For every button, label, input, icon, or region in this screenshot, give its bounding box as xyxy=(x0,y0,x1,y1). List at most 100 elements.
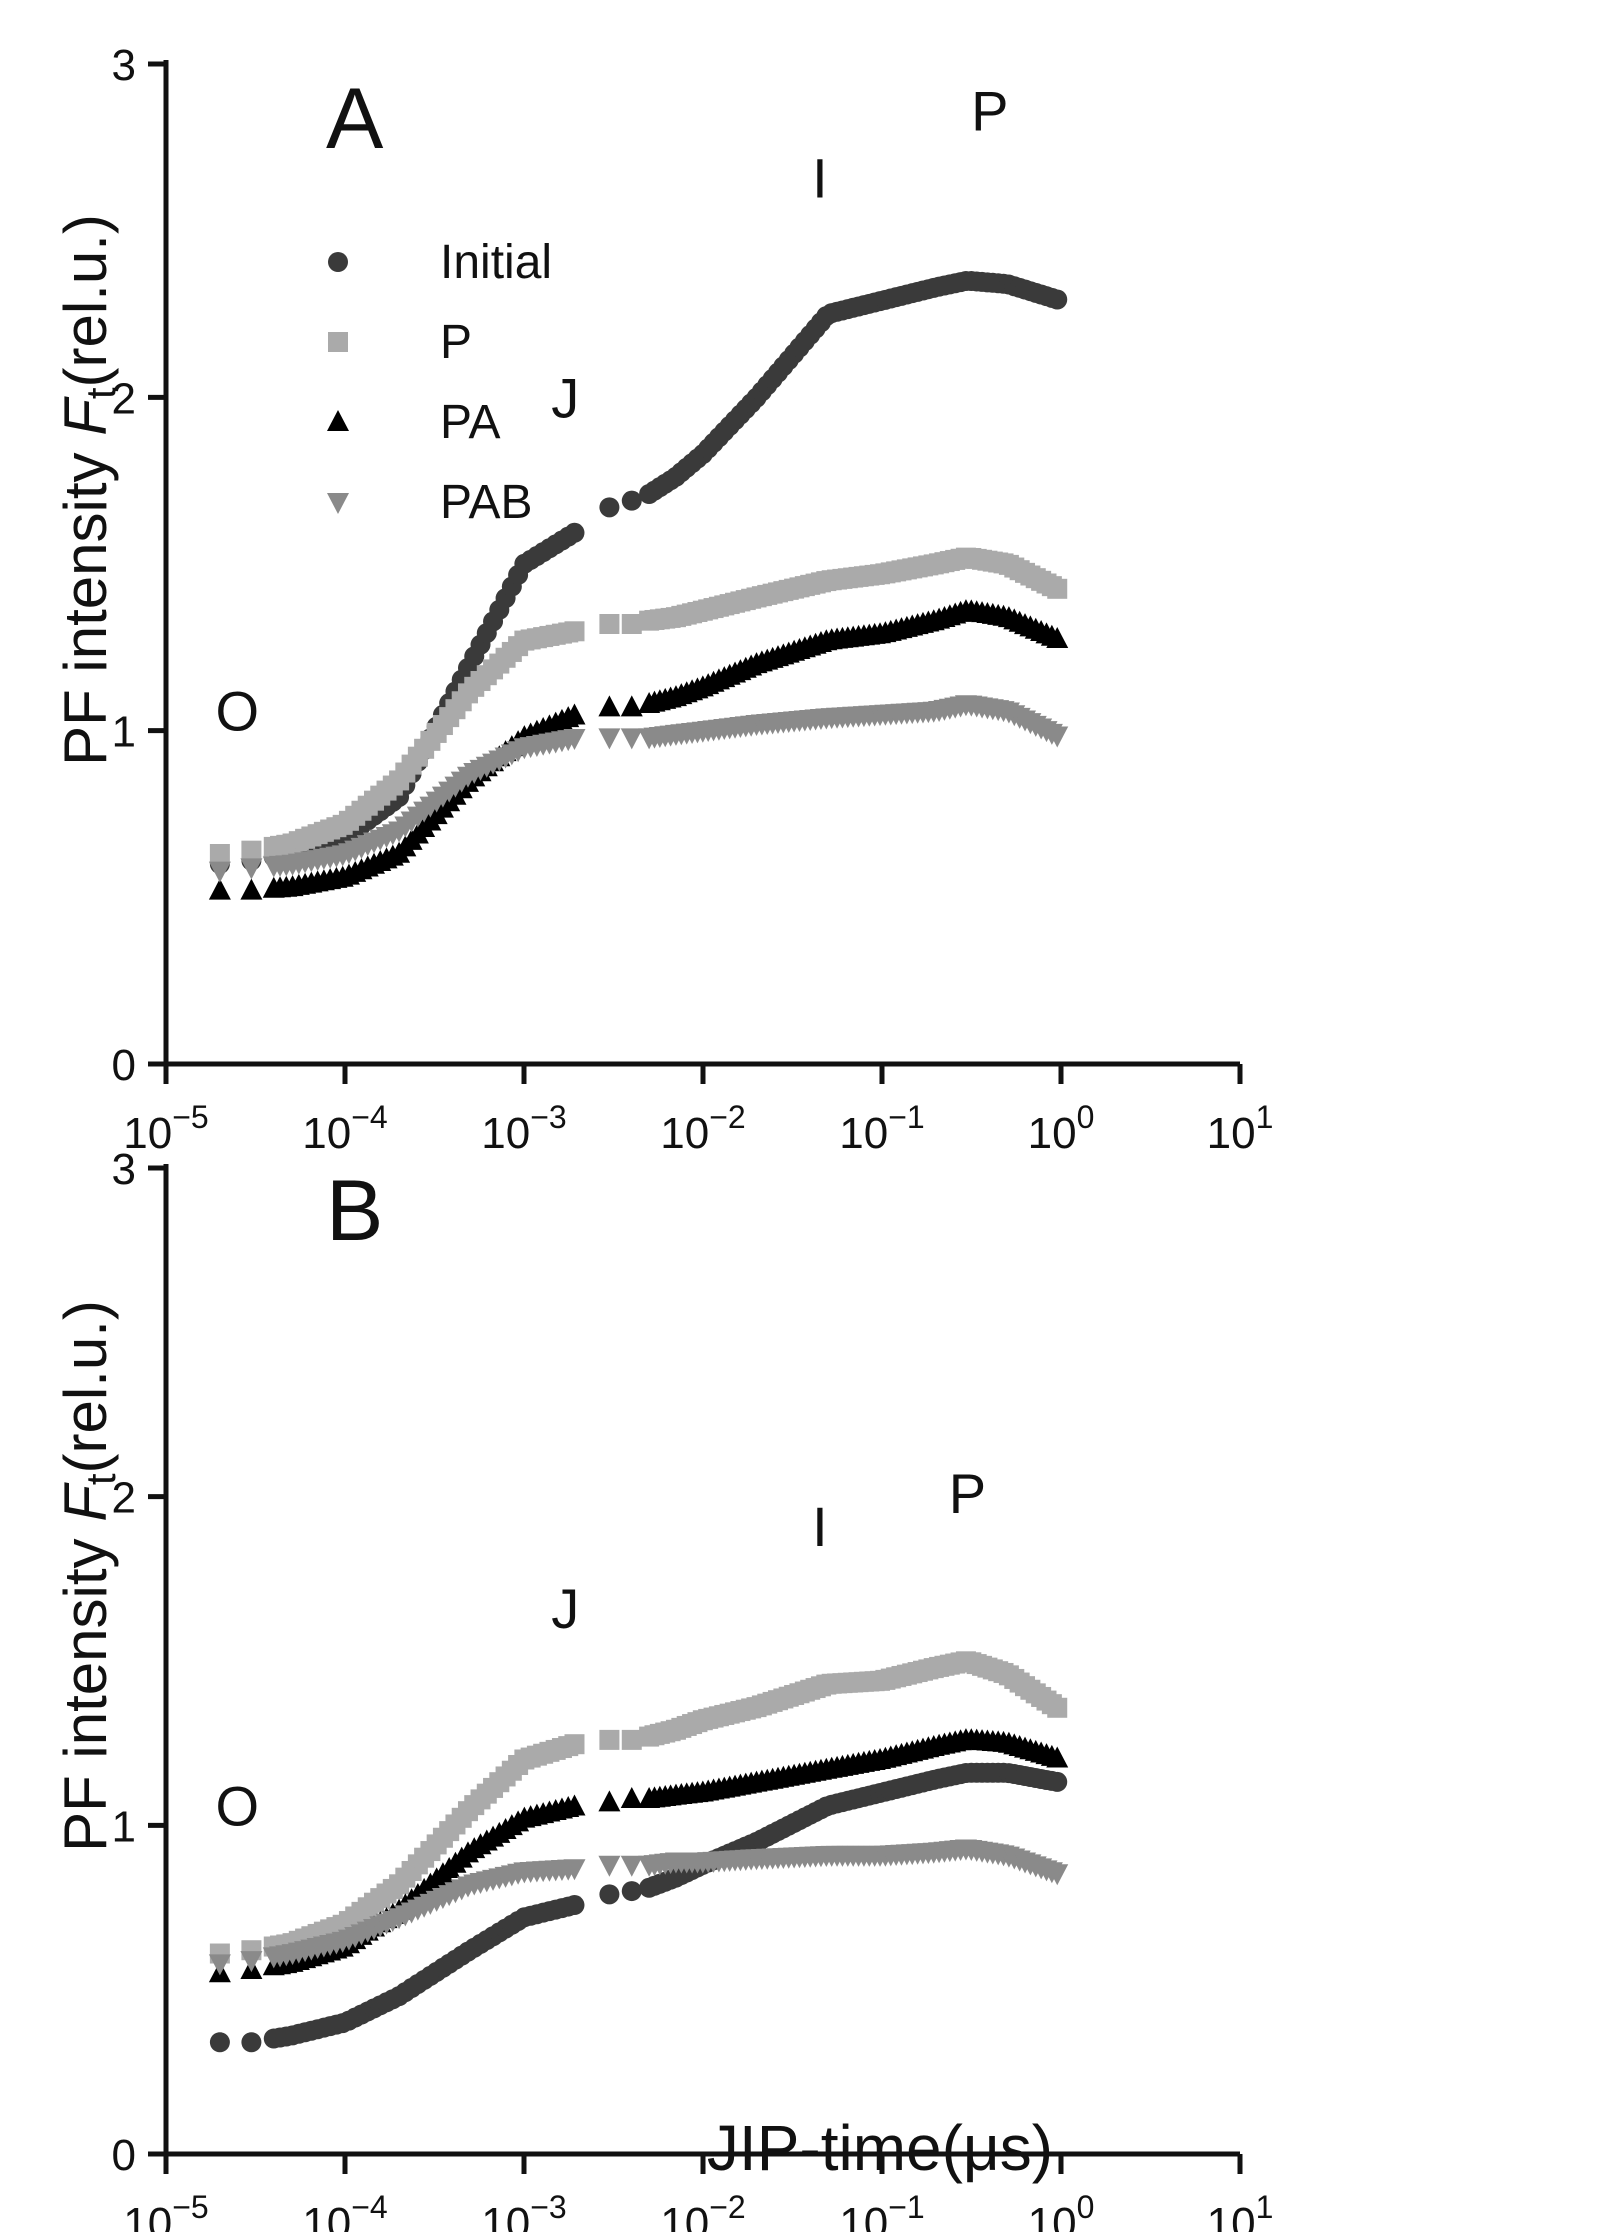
panel-b-y-axis-label-text: PF intensity Ft(rel.u.) xyxy=(52,1300,124,1852)
data-point xyxy=(563,728,586,750)
y-tick-label: 1 xyxy=(112,1802,136,1851)
ylabel-unit: (rel.u.) xyxy=(52,214,119,387)
x-tick-exponent: −4 xyxy=(351,2189,387,2225)
x-tick-base: 10 xyxy=(123,2199,172,2232)
x-tick-base: 10 xyxy=(1207,2199,1256,2232)
data-point xyxy=(621,1881,642,1902)
data-point xyxy=(598,1790,621,1812)
data-point xyxy=(564,1734,585,1755)
series-pab xyxy=(208,1839,1069,1976)
data-point xyxy=(208,878,231,900)
data-point xyxy=(564,1895,585,1916)
y-tick-label: 2 xyxy=(112,374,136,423)
data-point xyxy=(208,861,231,883)
legend-label-pa: PA xyxy=(440,396,500,449)
data-point xyxy=(1046,726,1069,748)
data-point xyxy=(621,614,642,634)
data-point xyxy=(241,840,262,861)
legend-label-pab: PAB xyxy=(440,476,532,529)
panel-b: B PF intensity Ft(rel.u.) JIP-time(μs) 0… xyxy=(52,1145,1274,2232)
x-tick-label: 10−1 xyxy=(839,1099,924,1158)
y-tick-label: 2 xyxy=(112,1474,136,1523)
data-point xyxy=(563,1794,586,1816)
panel-a: A PF intensity Ft(rel.u.) InitialPPAPAB … xyxy=(52,41,1274,1158)
data-point xyxy=(598,1855,621,1877)
phase-label-i: I xyxy=(812,1495,828,1558)
data-point xyxy=(599,1884,620,1905)
x-tick-label: 10−5 xyxy=(123,1099,208,1158)
y-tick-label: 0 xyxy=(112,2131,136,2180)
x-tick-label: 10−5 xyxy=(123,2189,208,2232)
series-initial xyxy=(209,1762,1068,2053)
x-tick-label: 100 xyxy=(1028,1099,1095,1158)
panel-a-series xyxy=(208,270,1069,900)
series-pab xyxy=(208,695,1069,883)
x-tick-label: 10−3 xyxy=(481,1099,566,1158)
data-point xyxy=(620,728,643,750)
phase-label-i: I xyxy=(812,146,828,209)
x-tick-base: 10 xyxy=(839,1109,888,1158)
x-tick-exponent: 1 xyxy=(1256,1099,1274,1135)
legend-marker-pa xyxy=(327,410,349,431)
data-point xyxy=(564,621,585,642)
legend-marker-pab xyxy=(327,493,349,514)
phase-label-o: O xyxy=(215,1774,259,1837)
legend-marker-p xyxy=(328,332,348,352)
x-tick-base: 10 xyxy=(481,1109,530,1158)
ylabel-symbol: F xyxy=(52,1482,119,1522)
x-tick-exponent: 0 xyxy=(1077,2189,1095,2225)
y-tick-label: 3 xyxy=(112,41,136,90)
data-point xyxy=(241,2032,262,2053)
data-point xyxy=(240,858,263,880)
data-point xyxy=(599,497,620,518)
data-point xyxy=(620,695,643,717)
legend-label-p: P xyxy=(440,316,472,369)
x-tick-label: 101 xyxy=(1207,1099,1274,1158)
x-tick-label: 10−3 xyxy=(481,2189,566,2232)
legend-label-initial: Initial xyxy=(440,236,552,289)
x-tick-base: 10 xyxy=(302,2199,351,2232)
x-tick-exponent: −3 xyxy=(530,2189,566,2225)
x-tick-label: 10−1 xyxy=(839,2189,924,2232)
x-tick-exponent: −3 xyxy=(530,1099,566,1135)
data-point xyxy=(598,728,621,750)
data-point xyxy=(1047,1771,1068,1792)
x-tick-base: 10 xyxy=(302,1109,351,1158)
ylabel-prefix: PF intensity xyxy=(52,1522,119,1852)
x-tick-label: 10−4 xyxy=(302,1099,387,1158)
x-tick-label: 10−2 xyxy=(660,2189,745,2232)
panel-a-y-axis-label: PF intensity Ft(rel.u.) xyxy=(52,214,124,766)
data-point xyxy=(620,1855,643,1877)
ylabel-prefix: PF intensity xyxy=(52,436,119,766)
x-tick-label: 100 xyxy=(1028,2189,1095,2232)
x-tick-base: 10 xyxy=(1207,1109,1256,1158)
x-tick-label: 101 xyxy=(1207,2189,1274,2232)
panel-a-legend: Initial P PA PAB xyxy=(327,236,552,529)
x-tick-exponent: −1 xyxy=(888,1099,924,1135)
x-tick-label: 10−2 xyxy=(660,1099,745,1158)
x-tick-exponent: −5 xyxy=(172,1099,208,1135)
data-point xyxy=(621,1729,642,1750)
panel-a-y-axis-label-text: PF intensity Ft(rel.u.) xyxy=(52,214,124,766)
panel-a-phase-labels: O J I P xyxy=(215,80,1008,743)
data-point xyxy=(1046,627,1069,649)
phase-label-p: P xyxy=(971,80,1008,143)
data-point xyxy=(240,1951,263,1973)
phase-label-j: J xyxy=(551,366,579,429)
y-tick-label: 3 xyxy=(112,1145,136,1194)
data-point xyxy=(563,703,586,725)
legend-marker-initial xyxy=(328,252,348,272)
x-tick-exponent: −2 xyxy=(709,2189,745,2225)
data-point xyxy=(564,522,585,543)
panel-b-phase-labels: O J I P xyxy=(215,1462,986,1837)
data-point xyxy=(621,490,642,511)
data-point xyxy=(209,2032,230,2053)
x-tick-base: 10 xyxy=(123,1109,172,1158)
phase-label-o: O xyxy=(215,680,259,743)
panel-a-letter: A xyxy=(326,71,384,167)
data-point xyxy=(599,614,620,634)
panel-b-y-axis-label: PF intensity Ft(rel.u.) xyxy=(52,1300,124,1852)
x-tick-exponent: −4 xyxy=(351,1099,387,1135)
data-point xyxy=(208,1954,231,1976)
x-tick-exponent: 1 xyxy=(1256,2189,1274,2225)
